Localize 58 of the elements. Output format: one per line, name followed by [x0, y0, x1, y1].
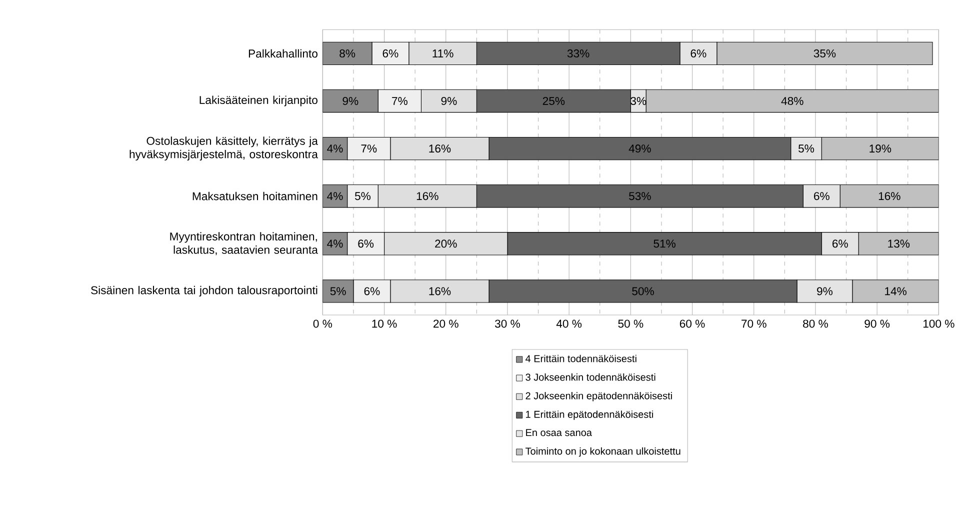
data-label: 4% — [327, 192, 343, 200]
y-tick-label: Palkkahallinto — [248, 49, 318, 58]
x-tick-label: 0 % — [313, 320, 332, 328]
data-label: 9% — [342, 96, 358, 105]
data-label: 53% — [629, 192, 651, 200]
x-tick-label: 90 % — [864, 320, 890, 328]
y-tick-label: Lakisääteinen kirjanpito — [200, 96, 318, 106]
data-label: 4% — [327, 144, 343, 152]
data-label: 48% — [781, 96, 804, 105]
data-label: 9% — [441, 96, 457, 105]
data-label: 33% — [567, 49, 590, 58]
data-label: 16% — [429, 287, 451, 296]
data-label: 6% — [814, 192, 830, 200]
data-label: 6% — [690, 49, 706, 58]
legend-label: 3 Jokseenkin todennäköisesti — [526, 373, 656, 381]
data-label: 5% — [354, 192, 371, 200]
x-tick-label: 100 % — [923, 320, 954, 328]
data-label: 7% — [361, 144, 377, 152]
data-label: 14% — [885, 287, 906, 296]
legend-label: 1 Erittäin epätodennäköisesti — [526, 410, 653, 420]
x-tick-label: 20 % — [434, 320, 458, 328]
y-tick-label: Myyntireskontran hoitaminen, laskutus, saatavien seuranta — [170, 232, 318, 256]
legend-label: Toiminto on jo kokonaan ulkoistettu — [526, 447, 680, 457]
x-tick-label: 50 % — [618, 320, 644, 328]
data-label: 51% — [654, 240, 676, 248]
data-label: 9% — [817, 287, 833, 296]
data-label: 4% — [327, 240, 343, 248]
data-label: 7% — [392, 97, 408, 105]
data-label: 50% — [632, 287, 654, 296]
data-label: 35% — [814, 49, 836, 58]
data-label: 11% — [432, 49, 454, 58]
data-label: 5% — [798, 144, 814, 153]
y-tick-label: Sisäinen laskenta tai johdon talousraportointi — [91, 286, 318, 296]
data-label: 19% — [870, 144, 892, 153]
data-label: 16% — [429, 144, 451, 153]
x-tick-label: 60 % — [680, 320, 705, 328]
data-label: 8% — [340, 49, 356, 58]
data-label: 16% — [416, 192, 438, 200]
data-label: 16% — [878, 192, 900, 200]
x-tick-label: 80 % — [803, 320, 828, 328]
data-label: 6% — [358, 240, 374, 248]
data-label: 49% — [628, 144, 651, 153]
x-tick-label: 70 % — [742, 320, 766, 328]
data-label: 13% — [888, 240, 910, 248]
legend-label: 2 Jokseenkin epätodennäköisesti — [526, 392, 672, 402]
y-tick-label: Ostolaskujen käsittely, kierrätys ja hyväksymisjärjestelmä, ostoreskontra — [130, 136, 318, 160]
legend-label: 4 Erittäin todennäköisesti — [526, 354, 636, 362]
data-label: 5% — [330, 287, 346, 296]
data-label: 6% — [382, 49, 398, 58]
y-tick-label: Maksatuksen hoitaminen — [192, 192, 318, 200]
data-label: 20% — [435, 240, 457, 248]
x-tick-label: 30 % — [494, 320, 520, 328]
legend-label: En osaa sanoa — [526, 429, 592, 436]
data-label: 6% — [832, 240, 848, 248]
data-label: 6% — [364, 287, 380, 296]
x-tick-label: 10 % — [372, 320, 397, 328]
data-label: 25% — [542, 96, 565, 105]
x-tick-label: 40 % — [556, 320, 582, 328]
